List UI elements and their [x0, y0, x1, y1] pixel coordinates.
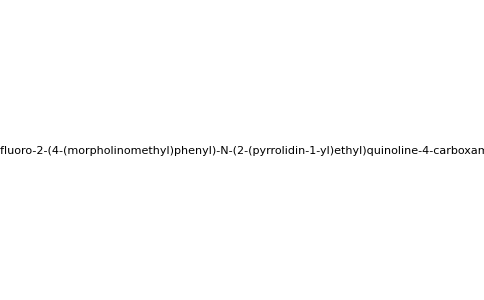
Text: 6-fluoro-2-(4-(morpholinomethyl)phenyl)-N-(2-(pyrrolidin-1-yl)ethyl)quinoline-4-: 6-fluoro-2-(4-(morpholinomethyl)phenyl)-… — [0, 146, 484, 157]
